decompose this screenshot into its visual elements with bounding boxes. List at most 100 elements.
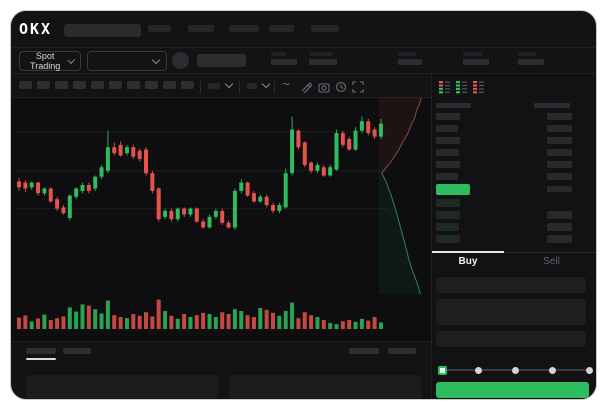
bid-row-amount[interactable]: [547, 235, 572, 243]
ask-row-price[interactable]: [436, 113, 460, 120]
book-split-icon[interactable]: [439, 81, 451, 95]
book-sells-icon[interactable]: [473, 81, 485, 95]
ask-row-price[interactable]: [436, 161, 460, 168]
pair-selector-dropdown[interactable]: [87, 51, 167, 71]
ask-row-amount[interactable]: [547, 113, 572, 120]
bottom-tab[interactable]: [26, 348, 56, 354]
bottom-tab[interactable]: [63, 348, 91, 354]
volume-bar: [353, 321, 358, 329]
depth-chart: [379, 98, 422, 294]
ask-row-price[interactable]: [436, 125, 458, 132]
candle-body: [182, 208, 187, 215]
slider-stop[interactable]: [585, 366, 593, 374]
interval-button[interactable]: [163, 81, 176, 89]
tab-buy[interactable]: Buy: [458, 256, 478, 267]
candle-body: [245, 182, 250, 196]
nav-item-placeholder[interactable]: [188, 25, 214, 32]
volume-bar: [175, 318, 180, 329]
history-icon[interactable]: [335, 81, 347, 93]
volume-bar: [86, 305, 91, 329]
ask-row-amount[interactable]: [547, 149, 572, 156]
interval-button[interactable]: [91, 81, 104, 89]
total-input[interactable]: [436, 331, 586, 347]
bid-row-amount[interactable]: [547, 223, 572, 231]
candlestick-chart[interactable]: [15, 98, 387, 294]
tab-sell[interactable]: Sell: [543, 256, 560, 267]
interval-button[interactable]: [55, 81, 68, 89]
volume-bar: [131, 314, 136, 329]
indicator-dropdown[interactable]: [247, 83, 257, 89]
volume-bar: [334, 324, 339, 329]
bottom-divider: [11, 341, 431, 342]
nav-item-placeholder[interactable]: [148, 25, 171, 32]
search-input[interactable]: [64, 24, 141, 37]
nav-item-placeholder[interactable]: [229, 25, 259, 32]
volume-bar: [137, 315, 142, 329]
candle-body: [372, 129, 377, 137]
candle-body: [328, 167, 333, 176]
stat-value-placeholder: [271, 59, 297, 65]
bid-row-amount[interactable]: [547, 211, 572, 219]
slider-stop[interactable]: [512, 366, 519, 374]
market-type-dropdown[interactable]: Spot Trading: [19, 51, 81, 71]
slider-stop[interactable]: [437, 365, 447, 375]
volume-bar: [42, 314, 47, 329]
bottom-control[interactable]: [388, 348, 416, 354]
draw-pencil-icon[interactable]: [300, 81, 312, 93]
ask-row-amount[interactable]: [547, 137, 572, 144]
candle-body: [258, 196, 263, 202]
buy-tab-indicator: [432, 251, 504, 253]
ask-row-amount[interactable]: [547, 161, 572, 168]
bid-row-price[interactable]: [436, 235, 460, 243]
price-input[interactable]: [436, 277, 586, 293]
chevron-down-icon[interactable]: [224, 79, 234, 89]
bid-row-price[interactable]: [436, 211, 460, 219]
interval-button[interactable]: [145, 81, 158, 89]
interval-button[interactable]: [19, 81, 32, 89]
line-wave-icon[interactable]: ~: [282, 76, 291, 92]
ask-row-price[interactable]: [436, 149, 459, 156]
interval-button[interactable]: [73, 81, 86, 89]
interval-button[interactable]: [109, 81, 122, 89]
camera-icon[interactable]: [318, 81, 330, 93]
bid-row-price[interactable]: [436, 199, 460, 207]
candle-body: [315, 164, 320, 171]
interval-button[interactable]: [37, 81, 50, 89]
candle-body: [112, 147, 117, 154]
nav-item-placeholder[interactable]: [311, 25, 339, 32]
volume-bar: [258, 308, 263, 329]
candle-body: [67, 195, 72, 219]
ask-row-amount[interactable]: [547, 173, 572, 180]
candle-body: [302, 142, 307, 165]
stat-label-placeholder: [309, 52, 333, 56]
toolbar-separator: [239, 81, 240, 93]
buy-submit-button[interactable]: [436, 382, 589, 398]
fullscreen-icon[interactable]: [352, 81, 364, 93]
volume-bar: [105, 300, 110, 329]
book-buys-icon[interactable]: [456, 81, 468, 95]
slider-stop[interactable]: [475, 366, 483, 374]
bottom-control[interactable]: [349, 348, 379, 354]
okx-logo: OKX: [19, 20, 53, 38]
interval-button[interactable]: [127, 81, 140, 89]
volume-bar: [112, 315, 117, 329]
indicator-dropdown[interactable]: [208, 83, 220, 89]
ask-row-price[interactable]: [436, 137, 460, 144]
chevron-down-icon[interactable]: [261, 79, 271, 89]
slider-stop[interactable]: [548, 366, 556, 374]
amount-input[interactable]: [436, 299, 586, 325]
interval-button[interactable]: [181, 81, 194, 89]
nav-item-placeholder[interactable]: [269, 25, 294, 32]
bid-row-price[interactable]: [436, 223, 459, 231]
volume-bar: [296, 318, 301, 329]
tab-divider: [432, 252, 596, 253]
volume-bar: [150, 316, 155, 329]
ask-row-amount[interactable]: [547, 125, 572, 132]
volume-bar: [163, 311, 168, 329]
candle-body: [23, 182, 28, 189]
chevron-down-icon: [67, 55, 76, 64]
candle-body: [163, 210, 168, 217]
candle-body: [99, 167, 104, 177]
ask-row-price[interactable]: [436, 173, 458, 180]
stat-value-placeholder: [309, 59, 337, 65]
